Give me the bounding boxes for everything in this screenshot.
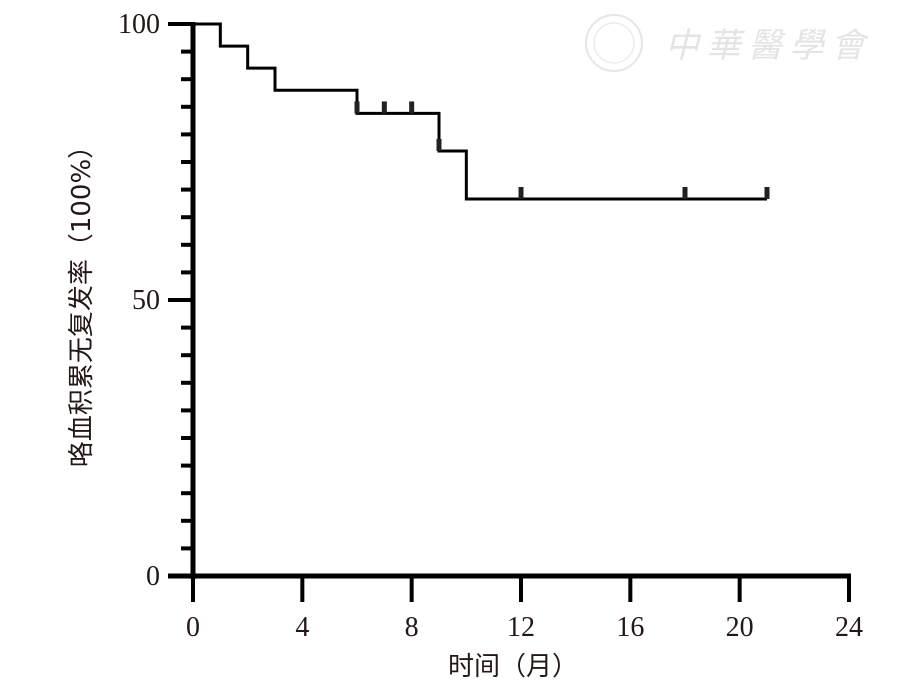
x-tick-label: 12 [507,612,535,643]
x-tick-label: 8 [405,612,419,643]
y-tick-label: 50 [132,285,160,316]
survival-curve [193,22,767,201]
x-tick-label: 16 [616,612,644,643]
x-tick-label: 4 [295,612,309,643]
y-axis-label: 咯血积累无复发率（100%） [67,133,97,467]
watermark: 中華醫學會 [585,14,870,72]
y-tick-label: 0 [146,561,160,592]
x-tick-label: 24 [835,612,863,643]
y-tick-label: 100 [118,9,160,40]
x-axis-label: 时间（月） [448,652,578,682]
watermark-text: 中華醫學會 [665,26,870,66]
x-tick-label: 20 [726,612,754,643]
watermark-seal-icon [585,14,643,72]
x-tick-label: 0 [186,612,200,643]
